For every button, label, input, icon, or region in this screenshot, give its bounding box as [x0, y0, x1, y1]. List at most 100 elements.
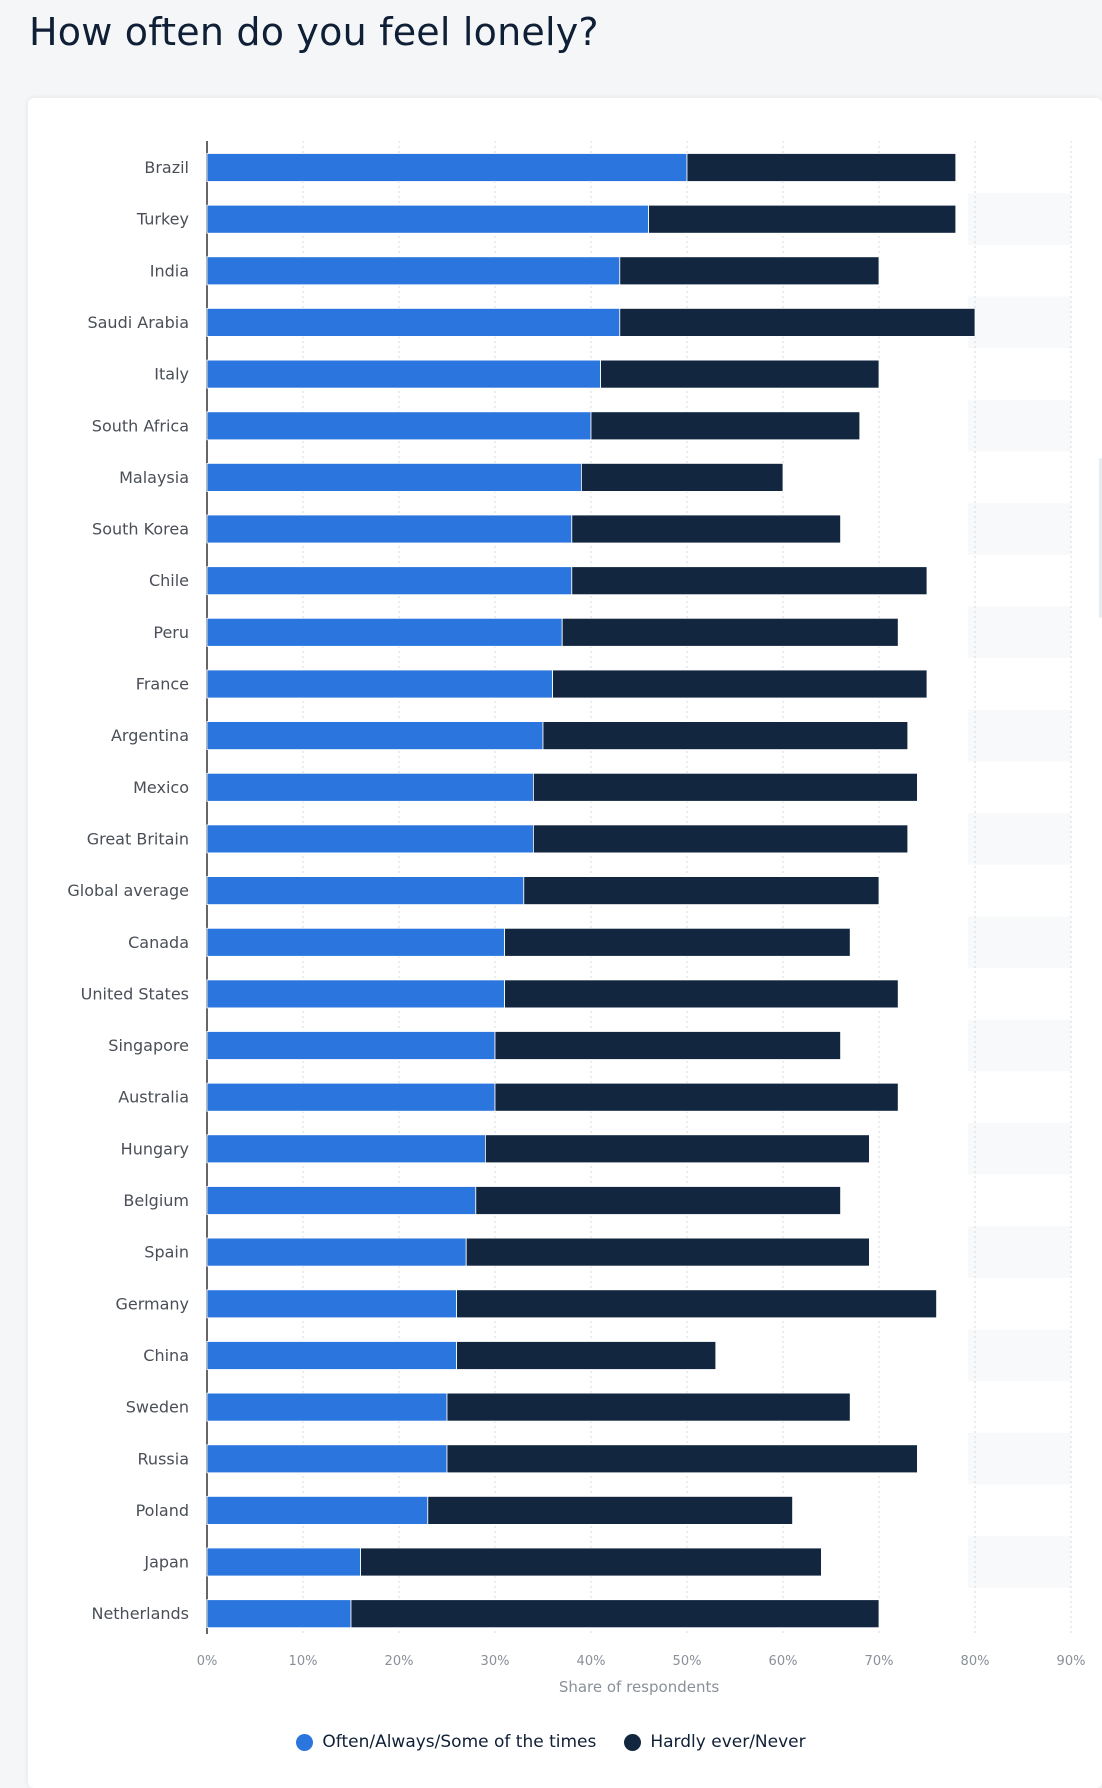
- category-label: Chile: [149, 571, 189, 590]
- bar-often: [206, 1134, 486, 1164]
- legend: Often/Always/Some of the times Hardly ev…: [0, 1732, 1102, 1752]
- bar-hardly: [465, 1237, 870, 1267]
- row-band: [968, 813, 1071, 865]
- legend-item-hardly[interactable]: Hardly ever/Never: [624, 1732, 806, 1752]
- category-label: Germany: [115, 1294, 189, 1313]
- bar-hardly: [494, 1082, 899, 1112]
- row-band: [968, 296, 1071, 349]
- category-label: Singapore: [108, 1036, 189, 1055]
- category-label: Spain: [144, 1243, 189, 1262]
- x-axis-title: Share of respondents: [559, 1678, 720, 1696]
- bar-hardly: [350, 1599, 880, 1629]
- row-band: [968, 606, 1071, 659]
- bar-hardly: [456, 1289, 938, 1319]
- x-tick-label: 80%: [961, 1654, 990, 1669]
- bar-hardly: [475, 1186, 841, 1215]
- category-label: South Africa: [92, 416, 189, 435]
- legend-item-often[interactable]: Often/Always/Some of the times: [296, 1732, 596, 1752]
- row-band: [968, 709, 1071, 762]
- bar-hardly: [484, 1134, 870, 1164]
- category-label: Russia: [138, 1449, 189, 1468]
- bar-often: [206, 359, 602, 389]
- category-label: South Korea: [92, 520, 189, 539]
- bar-often: [206, 1031, 496, 1060]
- row-band: [968, 1432, 1071, 1485]
- category-label: Turkey: [136, 210, 189, 229]
- legend-dot-often: [296, 1733, 314, 1751]
- bar-often: [206, 1289, 458, 1319]
- category-label: Malaysia: [119, 468, 189, 487]
- bar-hardly: [456, 1341, 717, 1370]
- bar-often: [206, 411, 592, 441]
- category-label: Saudi Arabia: [87, 313, 189, 332]
- bar-hardly: [533, 772, 918, 802]
- bar-hardly: [600, 359, 880, 389]
- row-band: [968, 193, 1071, 245]
- bar-often: [206, 307, 621, 337]
- bar-hardly: [590, 411, 861, 441]
- x-tick-label: 40%: [577, 1654, 606, 1669]
- category-label: India: [150, 261, 189, 280]
- row-band: [968, 1536, 1071, 1588]
- category-label: Peru: [153, 623, 189, 642]
- category-label: Japan: [143, 1553, 189, 1572]
- card-edge: [1099, 458, 1102, 618]
- x-tick-label: 50%: [673, 1654, 702, 1669]
- x-tick-label: 20%: [385, 1654, 414, 1669]
- category-label: Mexico: [133, 778, 189, 797]
- bar-hardly: [561, 617, 899, 647]
- bar-hardly: [427, 1496, 793, 1525]
- bar-hardly: [504, 927, 851, 957]
- x-tick-label: 30%: [481, 1654, 510, 1669]
- x-tick-label: 60%: [769, 1654, 798, 1669]
- category-label: Global average: [67, 881, 189, 900]
- bar-often: [206, 1496, 429, 1525]
- bar-often: [206, 204, 650, 234]
- bar-often: [206, 1341, 458, 1370]
- category-label: Netherlands: [91, 1604, 189, 1623]
- bar-hardly: [360, 1547, 822, 1577]
- row-band: [968, 1329, 1071, 1382]
- bar-often: [206, 1237, 467, 1267]
- row-band: [968, 916, 1071, 968]
- page-title: How often do you feel lonely?: [29, 10, 599, 54]
- bar-often: [206, 153, 688, 182]
- bar-hardly: [533, 824, 909, 854]
- bar-hardly: [686, 153, 957, 182]
- category-label: Hungary: [121, 1139, 189, 1158]
- row-band: [968, 1019, 1071, 1072]
- category-label: Poland: [136, 1501, 189, 1520]
- category-label: Canada: [128, 933, 189, 952]
- bar-hardly: [581, 462, 784, 492]
- category-label: Italy: [154, 365, 189, 384]
- bar-hardly: [648, 204, 957, 234]
- bar-often: [206, 1082, 496, 1112]
- category-label: Brazil: [144, 158, 189, 177]
- bar-often: [206, 462, 582, 492]
- row-band: [968, 399, 1071, 452]
- bar-hardly: [446, 1444, 918, 1474]
- category-label: Australia: [118, 1088, 189, 1107]
- x-tick-label: 90%: [1057, 1654, 1086, 1669]
- bar-hardly: [542, 721, 909, 750]
- bar-often: [206, 1599, 352, 1629]
- bar-often: [206, 514, 573, 544]
- bar-hardly: [619, 256, 880, 286]
- bar-often: [206, 566, 573, 596]
- category-label: Great Britain: [87, 829, 189, 848]
- bar-often: [206, 927, 506, 957]
- bar-often: [206, 256, 621, 286]
- row-band: [968, 503, 1071, 555]
- bar-often: [206, 979, 506, 1009]
- bar-often: [206, 617, 563, 647]
- bar-hardly: [619, 307, 976, 337]
- bar-often: [206, 1444, 448, 1474]
- bar-often: [206, 824, 534, 854]
- category-label: Belgium: [123, 1191, 189, 1210]
- category-label: Sweden: [126, 1398, 189, 1417]
- bar-often: [206, 721, 544, 750]
- bar-often: [206, 1392, 448, 1422]
- bar-often: [206, 876, 525, 905]
- bar-hardly: [571, 566, 928, 596]
